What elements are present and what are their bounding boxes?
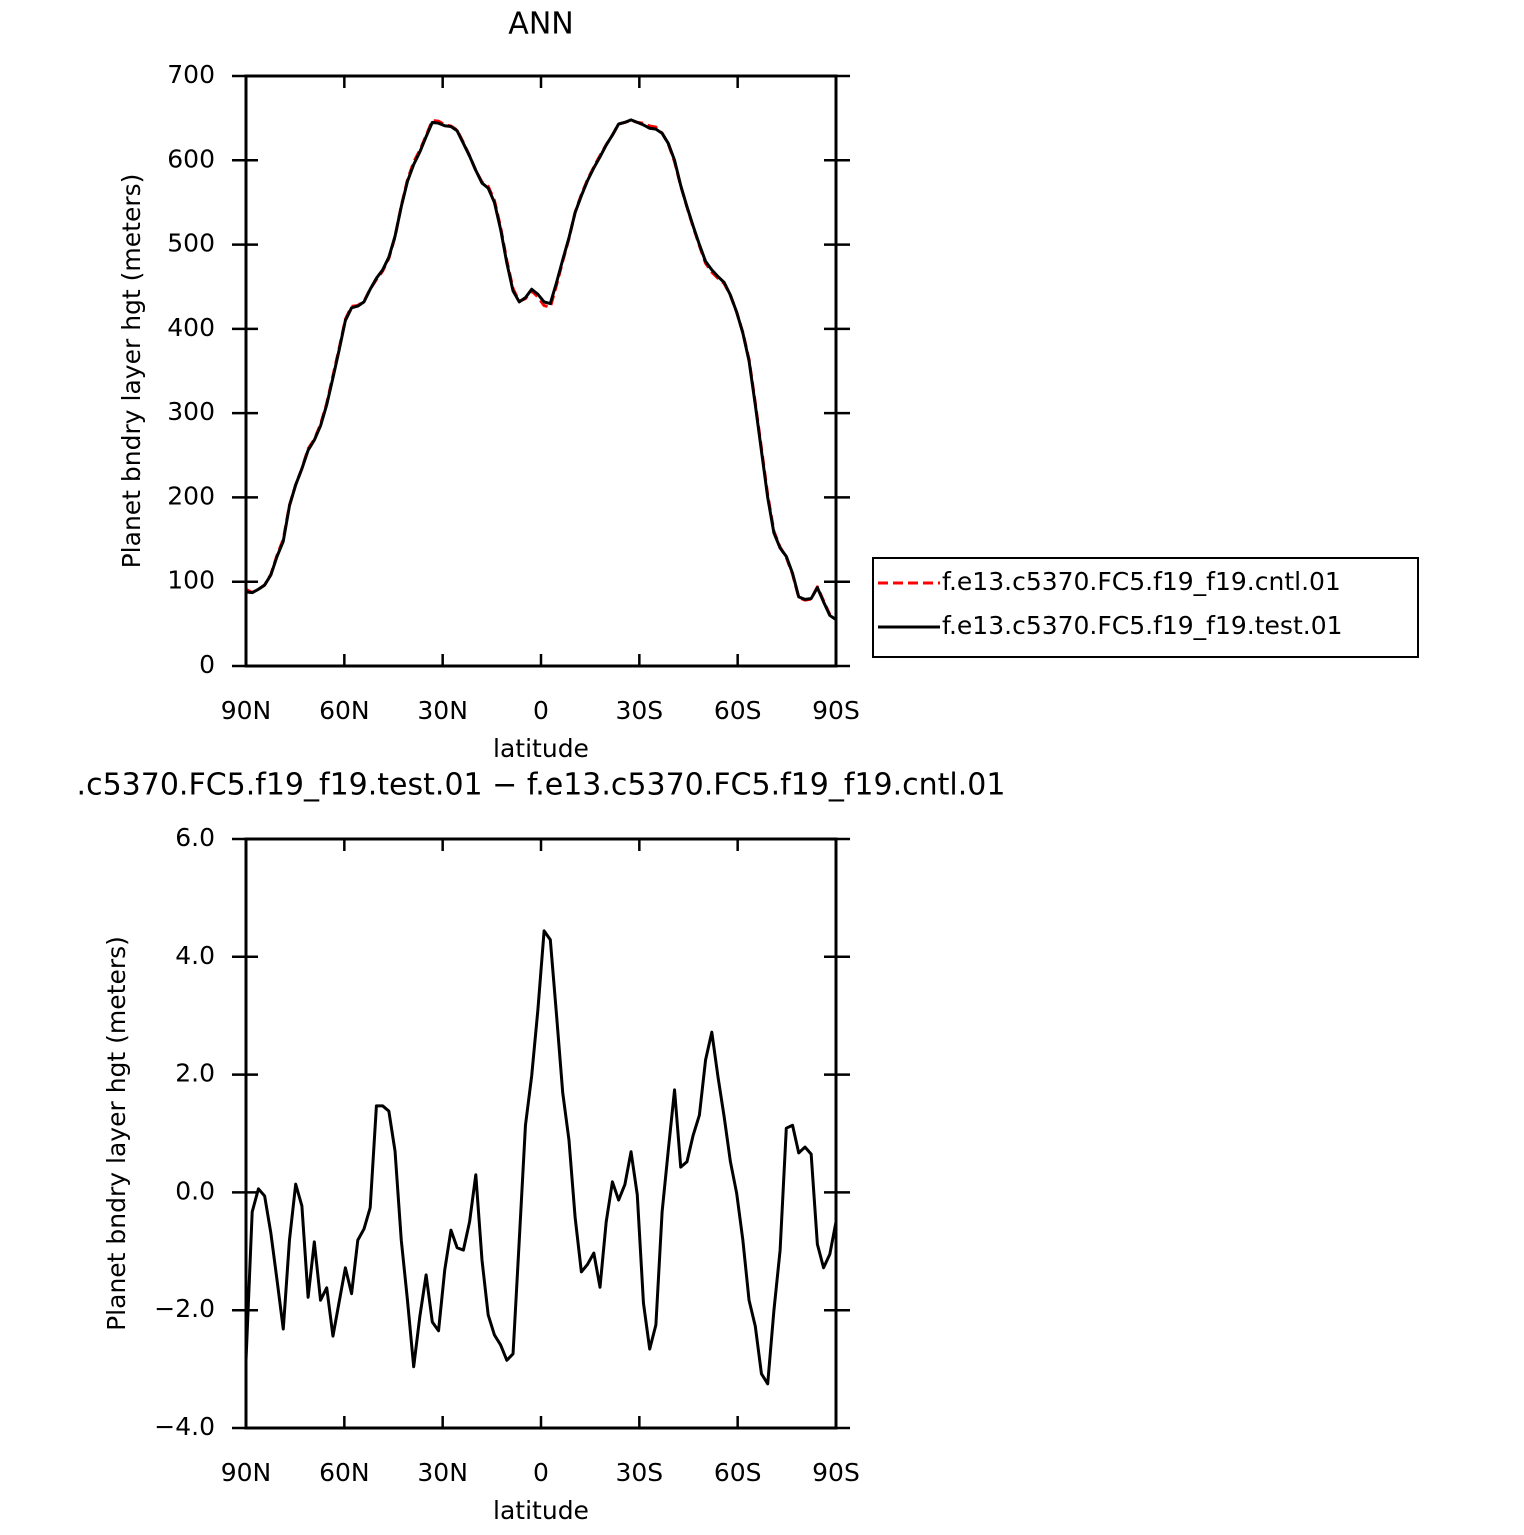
y-tick-label: 100 [167, 566, 215, 595]
x-axis-label: latitude [493, 1496, 589, 1525]
y-tick-label: 6.0 [175, 823, 215, 852]
y-tick-label: 200 [167, 481, 215, 510]
x-tick-label: 90S [812, 696, 860, 725]
y-tick-label: 600 [167, 144, 215, 173]
y-axis-label: Planet bndry layer hgt (meters) [117, 174, 146, 569]
plot-frame [244, 837, 838, 1430]
y-tick-label: 0.0 [175, 1176, 215, 1205]
y-tick-label: 300 [167, 397, 215, 426]
legend-label: f.e13.c5370.FC5.f19_f19.cntl.01 [942, 567, 1341, 596]
x-tick-label: 60S [714, 1458, 762, 1487]
y-tick-label: −4.0 [154, 1412, 215, 1441]
x-tick-label: 30N [417, 1458, 468, 1487]
y-tick-label: 2.0 [175, 1059, 215, 1088]
legend-label: f.e13.c5370.FC5.f19_f19.test.01 [942, 611, 1343, 640]
y-tick-label: 400 [167, 313, 215, 342]
x-tick-label: 60S [714, 696, 762, 725]
x-tick-label: 60N [319, 1458, 370, 1487]
x-tick-label: 30S [615, 696, 663, 725]
y-tick-label: 700 [167, 60, 215, 89]
y-tick-label: 500 [167, 229, 215, 258]
x-axis-label: latitude [493, 734, 589, 763]
x-tick-label: 90N [221, 1458, 272, 1487]
y-tick-label: 0 [199, 650, 215, 679]
x-tick-label: 90N [221, 696, 272, 725]
x-tick-label: 30S [615, 1458, 663, 1487]
x-tick-label: 0 [533, 696, 549, 725]
data-line [245, 118, 837, 621]
y-axis-label: Planet bndry layer hgt (meters) [102, 936, 131, 1331]
x-tick-label: 90S [812, 1458, 860, 1487]
y-tick-label: −2.0 [154, 1294, 215, 1323]
plot-frame [244, 74, 838, 668]
y-tick-label: 4.0 [175, 941, 215, 970]
x-tick-label: 30N [417, 696, 468, 725]
legend-box [872, 557, 1419, 658]
x-tick-label: 60N [319, 696, 370, 725]
chart-title: .c5370.FC5.f19_f19.test.01 − f.e13.c5370… [77, 768, 1006, 803]
x-tick-label: 0 [533, 1458, 549, 1487]
data-line [244, 929, 838, 1386]
chart-title: ANN [508, 7, 573, 42]
